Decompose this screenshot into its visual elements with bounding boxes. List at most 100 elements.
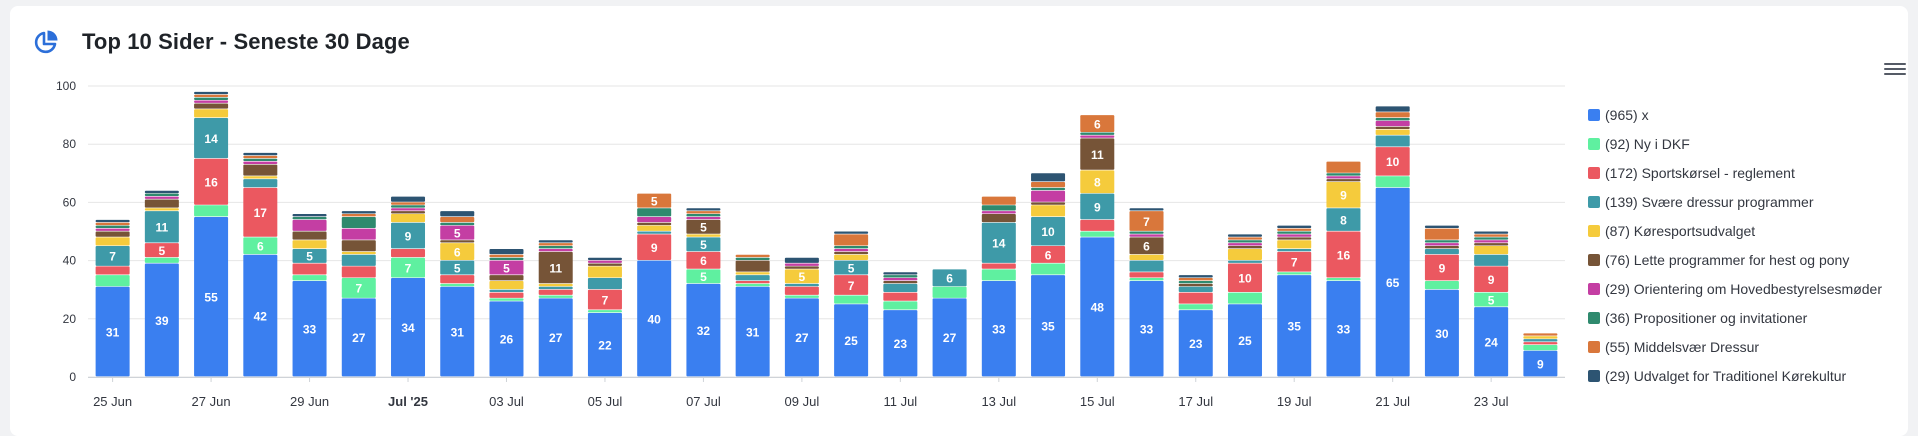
legend-label: (92) Ny i DKF xyxy=(1605,135,1690,152)
bar-segment xyxy=(538,248,573,252)
bar-segment xyxy=(341,240,376,252)
bar-segment xyxy=(735,260,770,272)
bar-segment xyxy=(292,219,327,231)
bar-segment xyxy=(587,312,622,377)
data-label: 33 xyxy=(1337,322,1351,336)
bar-segment xyxy=(981,205,1016,211)
bar-segment xyxy=(1031,202,1066,205)
bar-segment xyxy=(1129,280,1164,377)
bar-segment xyxy=(341,216,376,228)
bar-segment xyxy=(1227,234,1262,237)
legend-label: (172) Sportskørsel - reglement xyxy=(1605,164,1795,181)
bar-segment xyxy=(1080,237,1115,377)
bar-segment xyxy=(489,280,524,290)
data-label: 26 xyxy=(500,333,514,347)
legend-swatch xyxy=(1588,369,1600,382)
bar-segment xyxy=(686,237,721,252)
bar-segment xyxy=(1326,161,1361,173)
data-label: 5 xyxy=(454,261,461,275)
legend-item[interactable]: (139) Svære dressur programmer xyxy=(1588,187,1882,216)
bar-segment xyxy=(440,260,475,275)
legend-item[interactable]: (29) Orientering om Hovedbestyrelsesmøde… xyxy=(1588,274,1882,303)
bar-segment xyxy=(637,222,672,226)
legend-item[interactable]: (965) x xyxy=(1588,100,1882,129)
legend-item[interactable]: (76) Lette programmer for hest og pony xyxy=(1588,245,1882,274)
data-label: 7 xyxy=(602,293,609,307)
bar-segment xyxy=(1375,135,1410,147)
data-label: 31 xyxy=(746,325,760,339)
legend-label: (55) Middelsvær Dressur xyxy=(1605,338,1760,355)
bar-segment xyxy=(440,225,475,240)
bar-segment xyxy=(1277,237,1312,240)
bar-segment xyxy=(243,158,278,162)
bar-segment xyxy=(1326,231,1361,278)
legend-item[interactable]: (36) Propositioner og invitationer xyxy=(1588,303,1882,332)
bar-segment xyxy=(1031,205,1066,217)
data-label: 34 xyxy=(401,321,415,335)
data-label: 22 xyxy=(598,338,612,352)
bar-segment xyxy=(391,248,426,258)
bar-segment xyxy=(735,286,770,377)
bar-segment xyxy=(538,289,573,295)
bar-segment xyxy=(1424,248,1459,255)
bar-segment xyxy=(1474,292,1509,307)
bar-segment xyxy=(440,243,475,260)
bar-segment xyxy=(587,310,622,313)
bar-segment xyxy=(1523,339,1558,342)
legend-item[interactable]: (55) Middelsvær Dressur xyxy=(1588,332,1882,361)
data-label: 6 xyxy=(1094,117,1101,131)
bar-segment xyxy=(1080,231,1115,237)
bar-segment xyxy=(144,208,179,211)
data-label: 5 xyxy=(454,226,461,240)
bar-segment xyxy=(144,199,179,208)
bar-segment xyxy=(341,278,376,298)
bar-segment xyxy=(292,280,327,377)
bar-segment xyxy=(834,231,869,234)
data-label: 14 xyxy=(204,132,218,146)
bar-segment xyxy=(1277,248,1312,252)
data-label: 6 xyxy=(454,245,461,259)
data-label: 9 xyxy=(405,229,412,243)
bar-segment xyxy=(1375,120,1410,127)
bar-segment xyxy=(1227,240,1262,243)
bar-segment xyxy=(1375,126,1410,130)
data-label: 16 xyxy=(1337,248,1351,262)
data-label: 9 xyxy=(1340,189,1347,203)
bar-segment xyxy=(243,164,278,176)
bar-segment xyxy=(194,100,229,103)
bar-segment xyxy=(1424,240,1459,243)
x-tick-label: 11 Jul xyxy=(883,394,917,409)
x-tick-label: 25 Jun xyxy=(93,394,132,409)
bar-segment xyxy=(883,292,918,301)
bar-segment xyxy=(637,225,672,231)
bar-segment xyxy=(538,243,573,246)
x-tick-label: 19 Jul xyxy=(1277,394,1312,409)
bar-segment xyxy=(538,251,573,284)
bar-segment xyxy=(1474,254,1509,266)
legend-label: (36) Propositioner og invitationer xyxy=(1605,309,1808,326)
bar-segment xyxy=(1129,254,1164,260)
bar-segment xyxy=(686,234,721,237)
bar-segment xyxy=(1178,278,1213,281)
data-label: 10 xyxy=(1238,272,1252,286)
bar-segment xyxy=(834,246,869,249)
bar-segment xyxy=(1129,272,1164,278)
legend-item[interactable]: (87) Køresportsudvalget xyxy=(1588,216,1882,245)
bar-segment xyxy=(883,278,918,281)
legend-item[interactable]: (92) Ny i DKF xyxy=(1588,129,1882,158)
hamburger-menu-icon[interactable] xyxy=(1884,60,1906,80)
bar-segment xyxy=(292,263,327,275)
bar-segment xyxy=(1326,280,1361,377)
bar-segment xyxy=(1031,275,1066,377)
bar-segment xyxy=(686,216,721,220)
bar-segment xyxy=(1474,243,1509,246)
bar-segment xyxy=(834,248,869,252)
bar-segment xyxy=(1227,243,1262,246)
legend-item[interactable]: (29) Udvalget for Traditionel Kørekultur xyxy=(1588,361,1882,390)
legend-item[interactable]: (172) Sportskørsel - reglement xyxy=(1588,158,1882,187)
data-label: 11 xyxy=(1091,148,1104,162)
bar-segment xyxy=(1129,260,1164,272)
bar-segment xyxy=(391,257,426,278)
legend-label: (87) Køresportsudvalget xyxy=(1605,222,1756,239)
data-label: 24 xyxy=(1484,336,1498,350)
